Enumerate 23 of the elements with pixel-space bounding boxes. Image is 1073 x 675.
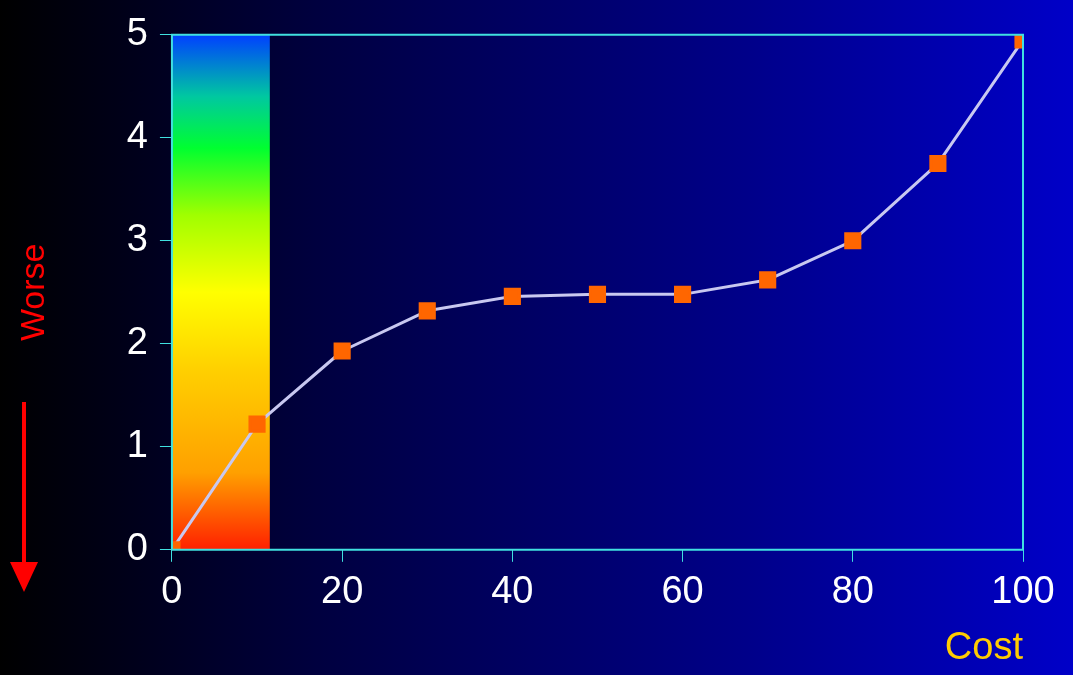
x-tick-label: 80 [831, 569, 874, 612]
y-tick-label: 2 [126, 320, 148, 363]
point [759, 271, 777, 289]
y-tick-label: 5 [126, 11, 148, 54]
point [333, 342, 351, 360]
y-tick-label: 3 [126, 217, 148, 260]
point [248, 415, 266, 433]
point [418, 302, 436, 320]
y-tick-label: 4 [126, 114, 148, 157]
point [503, 287, 521, 305]
y-axis-title: Worse [12, 243, 51, 342]
x-tick-label: 40 [491, 569, 534, 612]
point [929, 154, 947, 173]
x-tick-label: 0 [161, 569, 183, 612]
point [588, 285, 607, 303]
point [674, 285, 692, 303]
x-tick-label: 100 [991, 569, 1055, 612]
x-tick-label: 20 [321, 569, 364, 612]
y-tick-label: 0 [126, 526, 148, 569]
y-tick-label: 1 [126, 423, 148, 466]
x-tick-label: 60 [661, 569, 704, 612]
x-axis-title: Cost [944, 624, 1024, 667]
point [844, 232, 862, 250]
